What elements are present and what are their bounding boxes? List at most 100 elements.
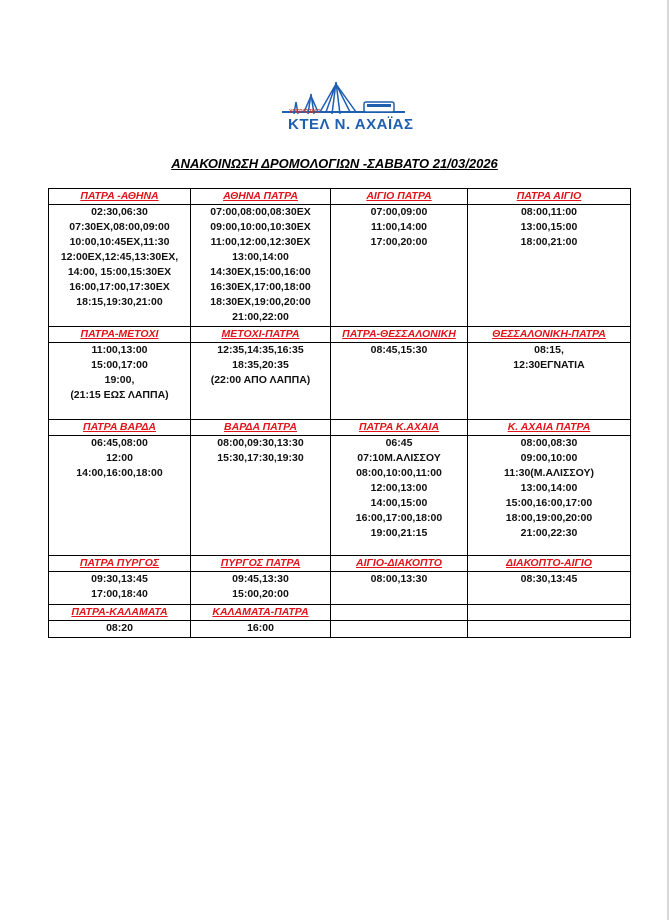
departure-times: 12:35,14:35,16:35 <box>217 344 304 356</box>
route-times: 06:45 07:10Μ.ΑΛΙΣΣΟΥ 08:00,10:00,11:00 12:0… <box>330 435 468 556</box>
route-name: ΑΘΗΝΑ ΠΑΤΡΑ <box>190 188 331 205</box>
route-times: 08:15, 12:30ΕΓΝΑΤΙΑ <box>467 342 631 420</box>
departure-times: 15:00,20:00 <box>232 588 289 600</box>
departure-times: 08:00,11:00 <box>520 206 578 218</box>
departure-times: 13:00,14:00 <box>520 482 578 494</box>
departure-times: 14:00,16:00,18:00 <box>76 467 163 479</box>
route-header-row: ΠΑΤΡΑ ΠΥΡΓΟΣ ΠΥΡΓΟΣ ΠΑΤΡΑ ΑΙΓΙΟ-ΔΙΑΚΟΠΤΟ ΔΙ… <box>48 555 631 572</box>
departure-times: 11:30(Μ.ΑΛΙΣΣΟΥ) <box>504 467 594 479</box>
route-times: 16:00 <box>190 620 331 638</box>
route-name: ΘΕΣΣΑΛΟΝΙΚΗ-ΠΑΤΡΑ <box>467 326 631 343</box>
departure-times: 08:45,15:30 <box>370 344 428 356</box>
departure-times: 08:00,13:30 <box>370 573 428 585</box>
departure-times: 08:00,10:00,11:00 <box>356 467 442 479</box>
departure-times: 21:00,22:00 <box>232 311 289 323</box>
departure-times: 15:00,17:00 <box>91 359 148 371</box>
route-times: 07:00,08:00,08:30ΕΧ 09:00,10:00,10:30ΕΧ 11… <box>190 204 331 327</box>
departure-times: 16:30ΕΧ,17:00,18:00 <box>210 281 311 293</box>
route-times: 08:00,11:00 13:00,15:00 18:00,21:00 <box>467 204 631 327</box>
departure-times: 08:20 <box>106 622 133 634</box>
departure-times: 07:00,08:00,08:30ΕΧ <box>210 206 311 218</box>
route-name: ΒΑΡΔΑ ΠΑΤΡΑ <box>190 419 331 436</box>
departure-times: 07:10Μ.ΑΛΙΣΣΟΥ <box>357 452 441 464</box>
route-times: 02:30,06:30 07:30ΕΧ,08:00,09:00 10:00,10:4… <box>48 204 191 327</box>
route-name <box>330 604 468 621</box>
departure-times: 16:00 <box>247 622 274 634</box>
departure-times: 06:45,08:00 <box>91 437 148 449</box>
route-name: Κ. ΑΧΑΙΑ ΠΑΤΡΑ <box>467 419 631 436</box>
route-name: ΠΑΤΡΑ ΑΙΓΙΟ <box>467 188 631 205</box>
departure-times: 12:30ΕΓΝΑΤΙΑ <box>513 359 585 371</box>
ktel-logo: ΥΠΕΡΑΣΤΙΚΟ ΚΤΕΛ Ν. ΑΧΑΪΑΣ <box>280 78 413 136</box>
departure-times: 17:00,18:40 <box>91 588 148 600</box>
route-header-row: ΠΑΤΡΑ-ΚΑΛΑΜΑΤΑ ΚΑΛΑΜΑΤΑ-ΠΑΤΡΑ <box>48 604 631 621</box>
departure-times: 09:45,13:30 <box>232 573 289 585</box>
departure-times: 15:30,17:30,19:30 <box>217 452 304 464</box>
route-times-row: 08:20 16:00 <box>48 620 631 638</box>
departure-times: 18:30ΕΧ,19:00,20:00 <box>210 296 311 308</box>
departure-times: 11:00,14:00 <box>370 221 428 233</box>
departure-times: 18:35,20:35 <box>232 359 289 371</box>
departure-times: 15:00,16:00,17:00 <box>505 497 593 509</box>
departure-times: 02:30,06:30 <box>91 206 148 218</box>
route-times-row: 06:45,08:00 12:00 14:00,16:00,18:00 08:00,0… <box>48 435 631 556</box>
departure-times: (21:15 ΕΩΣ ΛΑΠΠΑ) <box>70 389 169 401</box>
departure-times: 14:30ΕΧ,15:00,16:00 <box>210 266 311 278</box>
departure-times: 14:00,15:00 <box>370 497 428 509</box>
departure-times: 12:00 <box>106 452 133 464</box>
route-times-row: 11:00,13:00 15:00,17:00 19:00, (21:15 ΕΩΣ Λ… <box>48 342 631 420</box>
departure-times: 13:00,14:00 <box>232 251 289 263</box>
departure-times: 07:00,09:00 <box>370 206 428 218</box>
route-name: ΠΑΤΡΑ-ΜΕΤΟΧΙ <box>48 326 191 343</box>
route-times: 09:30,13:45 17:00,18:40 <box>48 571 191 605</box>
route-times <box>467 620 631 638</box>
route-name: ΠΥΡΓΟΣ ΠΑΤΡΑ <box>190 555 331 572</box>
departure-times: 14:00, 15:00,15:30ΕΧ <box>67 266 172 278</box>
departure-times: 18:00,19:00,20:00 <box>505 512 593 524</box>
departure-times: 09:00,10:00 <box>520 452 578 464</box>
departure-times: 12:00ΕΧ,12:45,13:30ΕΧ, <box>60 251 179 263</box>
page-edge <box>667 0 669 920</box>
route-name <box>467 604 631 621</box>
route-times: 08:00,09:30,13:30 15:30,17:30,19:30 <box>190 435 331 556</box>
route-times: 11:00,13:00 15:00,17:00 19:00, (21:15 ΕΩΣ Λ… <box>48 342 191 420</box>
logo-small-text: ΥΠΕΡΑΣΤΙΚΟ <box>289 109 321 115</box>
route-times: 12:35,14:35,16:35 18:35,20:35 (22:00 ΑΠΟ Λ… <box>190 342 331 420</box>
route-times <box>330 620 468 638</box>
route-times-row: 09:30,13:45 17:00,18:40 09:45,13:30 15:00,2… <box>48 571 631 605</box>
route-name: ΔΙΑΚΟΠΤΟ-ΑΙΓΙΟ <box>467 555 631 572</box>
page-title: ΑΝΑΚΟΙΝΩΣΗ ΔΡΟΜΟΛΟΓΙΩΝ -ΣΑΒΒΑΤΟ 21/03/20… <box>171 156 498 171</box>
route-name: ΠΑΤΡΑ ΒΑΡΔΑ <box>48 419 191 436</box>
departure-times: 09:30,13:45 <box>91 573 148 585</box>
route-name: ΚΑΛΑΜΑΤΑ-ΠΑΤΡΑ <box>190 604 331 621</box>
route-times: 08:00,08:30 09:00,10:00 11:30(Μ.ΑΛΙΣΣΟΥ) 13… <box>467 435 631 556</box>
route-header-row: ΠΑΤΡΑ ΒΑΡΔΑ ΒΑΡΔΑ ΠΑΤΡΑ ΠΑΤΡΑ Κ.ΑΧΑΙΑ Κ. ΑΧ… <box>48 419 631 436</box>
route-times: 08:00,13:30 <box>330 571 468 605</box>
departure-times: 16:00,17:00,18:00 <box>355 512 443 524</box>
departure-times: 08:00,08:30 <box>520 437 578 449</box>
logo-text: ΚΤΕΛ Ν. ΑΧΑΪΑΣ <box>288 116 414 133</box>
route-times: 07:00,09:00 11:00,14:00 17:00,20:00 <box>330 204 468 327</box>
departure-times: 08:00,09:30,13:30 <box>217 437 304 449</box>
departure-times: 06:45 <box>385 437 413 449</box>
departure-times: 18:15,19:30,21:00 <box>76 296 163 308</box>
route-name: ΠΑΤΡΑ ΠΥΡΓΟΣ <box>48 555 191 572</box>
schedule-table: ΠΑΤΡΑ -ΑΘΗΝΑ ΑΘΗΝΑ ΠΑΤΡΑ ΑΙΓΙΟ ΠΑΤΡΑ ΠΑΤΡΑ … <box>48 188 631 638</box>
route-name: ΠΑΤΡΑ -ΑΘΗΝΑ <box>48 188 191 205</box>
departure-times: 11:00,12:00,12:30ΕΧ <box>210 236 311 248</box>
route-name: ΑΙΓΙΟ ΠΑΤΡΑ <box>330 188 468 205</box>
departure-times: 19:00,21:15 <box>370 527 428 539</box>
departure-times: 11:00,13:00 <box>91 344 148 356</box>
departure-times: 17:00,20:00 <box>370 236 428 248</box>
departure-times: (22:00 ΑΠΟ ΛΑΠΠΑ) <box>210 374 311 386</box>
departure-times: 10:00,10:45ΕΧ,11:30 <box>69 236 170 248</box>
departure-times: 16:00,17:00,17:30ΕΧ <box>69 281 170 293</box>
route-name: ΠΑΤΡΑ-ΚΑΛΑΜΑΤΑ <box>48 604 191 621</box>
route-times-row: 02:30,06:30 07:30ΕΧ,08:00,09:00 10:00,10:4… <box>48 204 631 327</box>
route-times: 06:45,08:00 12:00 14:00,16:00,18:00 <box>48 435 191 556</box>
departure-times: 08:15, <box>534 344 564 356</box>
departure-times: 07:30ΕΧ,08:00,09:00 <box>69 221 170 233</box>
route-times: 09:45,13:30 15:00,20:00 <box>190 571 331 605</box>
bridge-bus-icon <box>282 81 405 115</box>
route-name: ΠΑΤΡΑ Κ.ΑΧΑΙΑ <box>330 419 468 436</box>
